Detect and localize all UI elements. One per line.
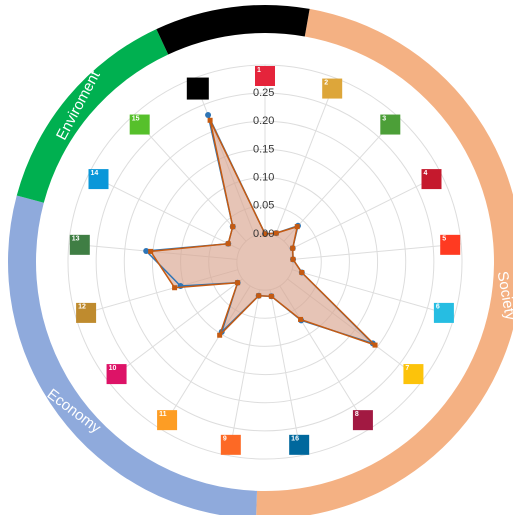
sdg-number: 6 [436,304,440,311]
sdg-number: 3 [382,115,386,122]
sdg-number: 7 [405,365,409,372]
point [148,248,154,254]
y-tick-label: 0.20 [253,115,274,127]
ring-segment [16,29,169,203]
sdg-icon [186,77,209,100]
sdg-icon [106,364,127,385]
spoke [283,116,399,242]
point [299,269,305,275]
point [256,293,262,299]
spoke [131,116,247,242]
y-tick-label: 0.10 [253,171,274,183]
sdg-icon [380,114,401,135]
y-tick-label: 0.15 [253,143,274,155]
point [273,230,279,236]
sdg-icon [69,234,90,255]
ring-segment [156,4,310,55]
point [207,117,213,123]
sdg-icon [421,169,442,190]
sdg-number: 8 [355,411,359,418]
point [172,285,178,291]
point [298,316,304,322]
point [262,231,268,237]
sdg-icon [76,302,97,323]
sdg-icon [88,169,109,190]
sdg-number: 4 [424,170,428,177]
point [205,112,212,119]
spoke [228,289,261,456]
point [143,247,150,254]
sdg-icon [157,410,178,431]
spoke [289,173,442,250]
series-line [149,119,376,346]
sdg-icon [129,114,150,135]
sdg-icon [440,234,461,255]
sdg-icon [289,434,310,455]
spoke [274,78,337,236]
point [235,280,241,286]
ring-segment [8,195,258,515]
point [230,224,236,230]
sdg-number: 2 [324,79,328,86]
sdg-number: 10 [109,365,117,372]
y-tick-label: 0.00 [253,228,274,240]
point [294,224,300,230]
point [290,245,296,251]
sdg-icon [433,302,454,323]
sdg-number: 5 [442,236,446,243]
sdg-icon [255,66,275,86]
sdg-number: 1 [257,67,261,74]
y-tick-label: 0.25 [253,87,274,99]
point [225,241,231,247]
sdg-icon [220,434,241,455]
spoke [269,289,302,456]
spoke [107,278,243,382]
point [290,256,296,262]
sdg-number: 14 [90,170,98,177]
point [217,332,223,338]
sdg-number: 13 [72,236,80,243]
sdg-number: 15 [132,115,140,122]
sdg-number: 12 [78,304,86,311]
sdg-number: 9 [223,436,227,443]
spoke [88,173,241,250]
sdg-number: 11 [159,411,167,418]
spoke [291,269,455,317]
spoke [292,243,462,260]
sdg-icon [403,364,424,385]
point [268,293,274,299]
y-tick-label: 0.05 [253,200,274,212]
sdg-number: 16 [291,436,299,443]
sdg-icon [322,78,343,99]
point [372,342,378,348]
sdg-icon [352,410,373,431]
